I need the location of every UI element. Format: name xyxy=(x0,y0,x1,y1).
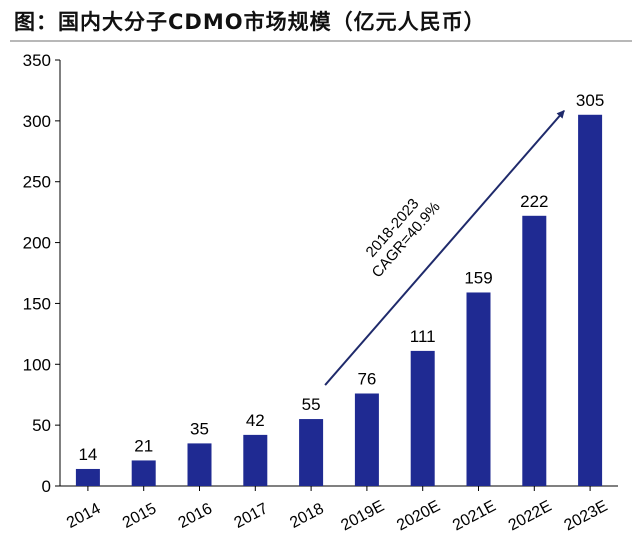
data-label: 111 xyxy=(410,327,436,346)
bar xyxy=(187,443,212,486)
y-axis-ticks: 0 50 100 150 200 250 300 350 xyxy=(23,51,60,496)
x-tick-label: 2017 xyxy=(231,500,270,532)
x-axis-labels: 2014 2015 2016 2017 2018 2019E 2020E 2021E 2022E… xyxy=(64,486,610,534)
y-tick-label: 200 xyxy=(23,234,51,253)
data-label: 55 xyxy=(302,395,321,414)
x-tick-label: 2016 xyxy=(176,500,215,532)
x-tick-label: 2021E xyxy=(450,498,499,535)
y-tick-label: 100 xyxy=(23,355,51,374)
bars xyxy=(75,114,603,487)
y-tick-label: 0 xyxy=(42,477,51,496)
y-tick-label: 300 xyxy=(23,112,51,131)
data-label: 21 xyxy=(134,436,153,455)
bar xyxy=(131,460,156,486)
data-label: 35 xyxy=(190,419,209,438)
data-labels: 14 21 35 42 55 76 111 159 222 305 xyxy=(78,91,604,464)
title-divider xyxy=(10,40,632,42)
y-tick-label: 250 xyxy=(23,173,51,192)
bar xyxy=(299,419,324,486)
x-tick-label: 2020E xyxy=(394,498,443,535)
chart-title: 图：国内大分子CDMO市场规模（亿元人民币） xyxy=(14,10,486,34)
data-label: 222 xyxy=(520,192,548,211)
bar xyxy=(578,114,603,487)
data-label: 42 xyxy=(246,411,265,430)
bar xyxy=(410,350,435,486)
bar xyxy=(243,434,268,486)
y-tick-label: 350 xyxy=(23,51,51,70)
y-tick-label: 50 xyxy=(32,416,51,435)
y-tick-label: 150 xyxy=(23,294,51,313)
cagr-arrow xyxy=(324,110,565,386)
x-tick-label: 2019E xyxy=(338,498,387,535)
data-label: 76 xyxy=(357,369,376,388)
data-label: 159 xyxy=(464,268,492,287)
bar xyxy=(75,468,100,486)
x-tick-label: 2014 xyxy=(64,500,103,532)
x-tick-label: 2022E xyxy=(506,498,555,535)
bar xyxy=(354,393,379,486)
x-tick-label: 2018 xyxy=(287,500,326,532)
bar xyxy=(466,292,491,486)
x-tick-label: 2023E xyxy=(562,498,611,535)
data-label: 14 xyxy=(78,445,97,464)
x-tick-label: 2015 xyxy=(120,500,159,532)
bar xyxy=(522,215,547,486)
data-label: 305 xyxy=(576,91,604,110)
